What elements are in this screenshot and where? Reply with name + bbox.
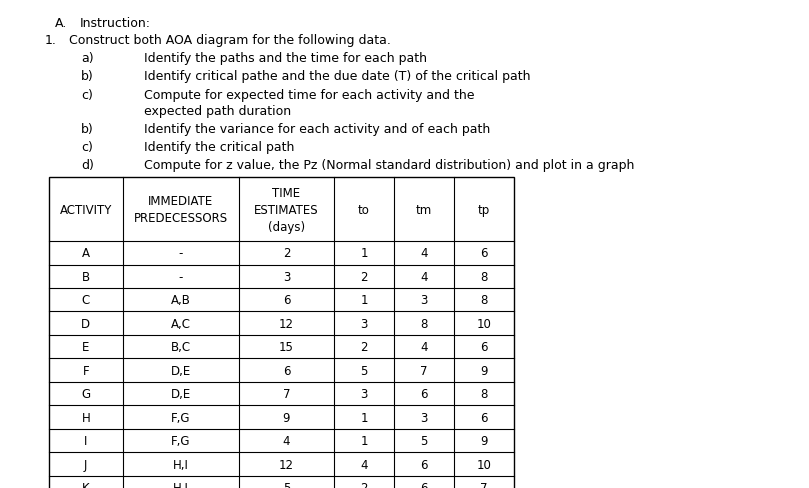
Text: 10: 10: [477, 317, 491, 330]
Text: -: -: [179, 270, 183, 283]
Text: tm: tm: [416, 203, 432, 216]
Text: tp: tp: [477, 203, 490, 216]
Text: I: I: [84, 434, 87, 447]
Text: A: A: [82, 247, 90, 260]
Text: 7: 7: [282, 387, 290, 400]
Text: F,G: F,G: [171, 411, 191, 424]
Text: 6: 6: [480, 341, 488, 353]
Text: 3: 3: [420, 411, 428, 424]
Text: 8: 8: [480, 294, 488, 306]
Text: 6: 6: [480, 411, 488, 424]
Text: 2: 2: [360, 481, 368, 488]
Text: 4: 4: [420, 270, 428, 283]
Text: D: D: [81, 317, 91, 330]
Text: 3: 3: [420, 294, 428, 306]
Text: 2: 2: [282, 247, 290, 260]
Text: Construct both AOA diagram for the following data.: Construct both AOA diagram for the follo…: [69, 34, 391, 47]
Text: B,C: B,C: [171, 341, 191, 353]
Text: B: B: [82, 270, 90, 283]
Text: 4: 4: [360, 458, 368, 470]
Text: C: C: [82, 294, 90, 306]
Text: a): a): [81, 52, 94, 65]
Text: A.: A.: [55, 17, 67, 30]
Text: 1: 1: [360, 247, 368, 260]
Text: 2: 2: [360, 270, 368, 283]
Text: TIME
ESTIMATES
(days): TIME ESTIMATES (days): [254, 186, 319, 233]
Text: IMMEDIATE
PREDECESSORS: IMMEDIATE PREDECESSORS: [133, 195, 228, 225]
Text: b): b): [81, 122, 94, 136]
Text: Identify the paths and the time for each path: Identify the paths and the time for each…: [144, 52, 427, 65]
Text: 1: 1: [360, 294, 368, 306]
Text: ACTIVITY: ACTIVITY: [60, 203, 112, 216]
Text: Identify critical pathe and the due date (T) of the critical path: Identify critical pathe and the due date…: [144, 70, 531, 83]
Text: 5: 5: [282, 481, 290, 488]
Text: G: G: [81, 387, 91, 400]
Text: c): c): [81, 88, 93, 102]
Text: Compute for z value, the Pz (Normal standard distribution) and plot in a graph: Compute for z value, the Pz (Normal stan…: [144, 159, 634, 172]
Text: 4: 4: [282, 434, 290, 447]
Text: d): d): [81, 159, 94, 172]
Text: F: F: [83, 364, 89, 377]
Text: 6: 6: [420, 458, 428, 470]
Text: 6: 6: [282, 294, 290, 306]
Text: H: H: [82, 411, 90, 424]
Text: 4: 4: [420, 247, 428, 260]
Text: 10: 10: [477, 458, 491, 470]
Text: D,E: D,E: [171, 387, 191, 400]
Text: 3: 3: [360, 387, 368, 400]
Text: 12: 12: [279, 317, 294, 330]
Text: A,C: A,C: [171, 317, 191, 330]
Text: Compute for expected time for each activity and the: Compute for expected time for each activ…: [144, 88, 475, 102]
Text: 1: 1: [360, 411, 368, 424]
Text: 6: 6: [420, 481, 428, 488]
Text: Identify the variance for each activity and of each path: Identify the variance for each activity …: [144, 122, 490, 136]
Text: -: -: [179, 247, 183, 260]
Text: 6: 6: [420, 387, 428, 400]
Text: 4: 4: [420, 341, 428, 353]
Text: E: E: [82, 341, 90, 353]
Text: 5: 5: [360, 364, 368, 377]
Text: to: to: [358, 203, 370, 216]
Text: 2: 2: [360, 341, 368, 353]
Text: 9: 9: [480, 364, 488, 377]
Text: 8: 8: [480, 270, 488, 283]
Text: 1.: 1.: [44, 34, 57, 47]
Text: 8: 8: [480, 387, 488, 400]
Text: Instruction:: Instruction:: [79, 17, 150, 30]
Text: K: K: [82, 481, 90, 488]
Text: 8: 8: [420, 317, 428, 330]
Text: 3: 3: [360, 317, 368, 330]
Text: expected path duration: expected path duration: [144, 104, 291, 118]
Text: 12: 12: [279, 458, 294, 470]
Text: 7: 7: [420, 364, 428, 377]
Text: 6: 6: [480, 247, 488, 260]
Text: J: J: [84, 458, 87, 470]
Text: c): c): [81, 141, 93, 154]
Text: 9: 9: [480, 434, 488, 447]
Text: H,I: H,I: [173, 458, 188, 470]
Text: A,B: A,B: [171, 294, 191, 306]
Text: 3: 3: [282, 270, 290, 283]
Text: b): b): [81, 70, 94, 83]
Text: 5: 5: [420, 434, 428, 447]
Text: Identify the critical path: Identify the critical path: [144, 141, 294, 154]
Text: 9: 9: [282, 411, 290, 424]
Text: 15: 15: [279, 341, 294, 353]
Text: F,G: F,G: [171, 434, 191, 447]
Text: D,E: D,E: [171, 364, 191, 377]
Text: 6: 6: [282, 364, 290, 377]
Text: 7: 7: [480, 481, 488, 488]
Text: H,I: H,I: [173, 481, 188, 488]
Bar: [49, 178, 514, 488]
Text: 1: 1: [360, 434, 368, 447]
